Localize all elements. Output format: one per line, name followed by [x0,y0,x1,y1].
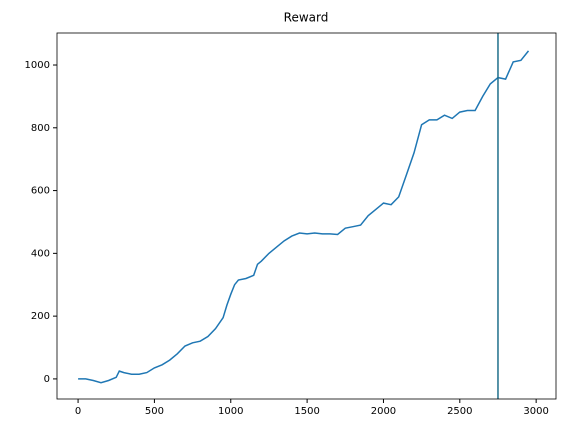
x-tick-label: 0 [75,406,81,417]
x-tick-label: 1000 [218,406,243,417]
y-tick-label: 800 [31,123,50,134]
y-tick-label: 200 [31,311,50,322]
x-tick-label: 2000 [371,406,396,417]
line [78,50,530,384]
axes-frame [56,32,557,400]
x-tick-label: 1500 [294,406,319,417]
y-tick-label: 1000 [25,60,50,71]
x-tick-label: 2500 [447,406,472,417]
x-tick-label: 500 [145,406,164,417]
y-tick-label: 0 [44,374,50,385]
chart-title: Reward [284,11,329,25]
x-tick-label: 3000 [523,406,548,417]
y-tick-label: 400 [31,248,50,259]
y-tick-label: 600 [31,186,50,197]
